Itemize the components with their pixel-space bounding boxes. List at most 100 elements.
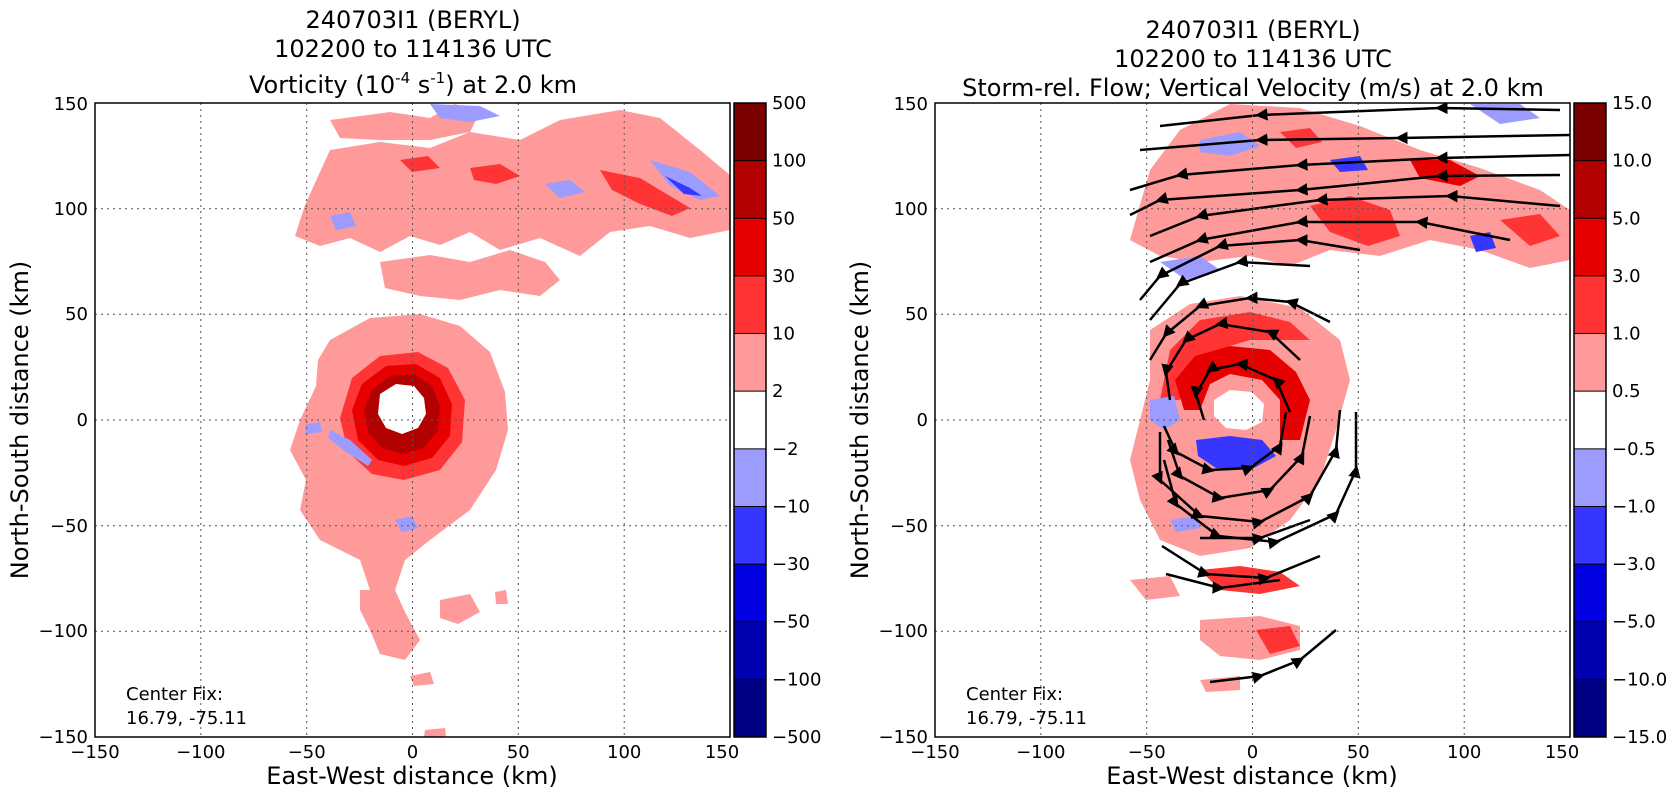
- streamline-7: [1139, 234, 1361, 301]
- right-colorbar-band-4: [1574, 275, 1606, 335]
- left-title-part-1: Vorticity (10: [249, 71, 395, 99]
- left-y-tick-6: 100: [54, 199, 88, 220]
- left-x-tick-5: 50: [507, 742, 530, 763]
- right-colorbar-label-9: −3.0: [1612, 554, 1656, 575]
- right-strong-n4: [1500, 214, 1560, 246]
- left-colorbar-band-11: [734, 679, 766, 738]
- streamline-16: [1200, 518, 1311, 546]
- left-colorbar-label-6: 2: [772, 381, 783, 402]
- right-colorbar-label-10: −5.0: [1612, 612, 1656, 633]
- left-colorbar-band-3: [734, 218, 766, 277]
- left-center-fix-value: 16.79, -75.11: [126, 708, 247, 729]
- right-colorbar-label-11: −10.0: [1612, 669, 1667, 690]
- left-colorbar-label-3: 50: [772, 208, 795, 229]
- right-axes-frame: [934, 102, 1571, 738]
- right-x-tick-3: −50: [1128, 742, 1166, 763]
- left-colorbar-band-10: [734, 621, 766, 680]
- right-colorbar: 15.0 10.0 5.0 3.0 1.0 0.5 −0.5 −1.0 −3.0 −5.0 −10.…: [1573, 93, 1667, 748]
- left-colorbar-band-1: [734, 103, 766, 162]
- right-colorbar-band-10: [1574, 621, 1606, 680]
- right-colorbar-bands: [1574, 103, 1606, 738]
- left-neg-streak-w: [305, 422, 322, 434]
- right-title-line-2: 102200 to 114136 UTC: [1114, 45, 1392, 73]
- right-neg-n3: [1470, 104, 1540, 124]
- left-title-line-1: 240703I1 (BERYL): [305, 6, 520, 34]
- right-title-line-1: 240703I1 (BERYL): [1145, 16, 1360, 44]
- left-x-axis-label: East-West distance (km): [266, 762, 557, 790]
- left-x-tick-1: −150: [70, 742, 119, 763]
- left-x-tick-7: 150: [705, 742, 739, 763]
- left-title-line-2: 102200 to 114136 UTC: [274, 35, 552, 63]
- right-colorbar-label-3: 5.0: [1612, 208, 1641, 229]
- left-title-exponent-1: -4: [395, 69, 410, 87]
- streamline-10: [1161, 316, 1301, 401]
- streamline-17: [1161, 544, 1321, 586]
- left-colorbar-band-2: [734, 160, 766, 219]
- right-x-axis-label: East-West distance (km): [1106, 762, 1397, 790]
- right-y-tick-1: −150: [879, 727, 928, 748]
- left-colorbar-label-10: −50: [772, 612, 810, 633]
- right-colorbar-label-2: 10.0: [1612, 151, 1652, 172]
- right-colorbar-band-11: [1574, 679, 1606, 738]
- right-colorbar-band-2: [1574, 160, 1606, 219]
- right-colorbar-band-6: [1574, 391, 1606, 450]
- left-y-tick-3: −50: [50, 516, 88, 537]
- streamline-11: [1190, 358, 1292, 421]
- right-y-tick-3: −50: [890, 516, 928, 537]
- right-center-fix-label: Center Fix:: [966, 684, 1063, 705]
- streamline-2: [1139, 131, 1570, 152]
- left-colorbar-labels: 500 100 50 30 10 2 −2 −10 −30 −50 −100 −500: [772, 93, 821, 748]
- right-y-tick-5: 50: [905, 304, 928, 325]
- left-pos-band-north: [295, 110, 730, 256]
- left-field: [290, 104, 730, 737]
- right-colorbar-label-1: 15.0: [1612, 93, 1652, 114]
- right-y-tick-2: −100: [879, 621, 928, 642]
- left-x-ticks: −150 −100 −50 0 50 100 150: [70, 742, 739, 763]
- streamline-1: [1159, 103, 1561, 128]
- right-colorbar-label-8: −1.0: [1612, 496, 1656, 517]
- left-title-part-3: ) at 2.0 km: [445, 71, 577, 99]
- right-y-axis-label: North-South distance (km): [846, 261, 874, 580]
- vorticity-panel: 240703I1 (BERYL) 102200 to 114136 UTC Vo…: [6, 6, 821, 790]
- left-x-tick-3: −50: [288, 742, 326, 763]
- left-y-tick-1: −150: [39, 727, 88, 748]
- left-eye: [378, 384, 426, 434]
- left-colorbar-label-8: −10: [772, 496, 810, 517]
- left-strong-patch-n: [470, 164, 520, 184]
- left-colorbar-band-8: [734, 506, 766, 565]
- right-colorbar-label-4: 3.0: [1612, 266, 1641, 287]
- right-grid: [935, 103, 1570, 737]
- left-title-part-2: s: [410, 71, 430, 99]
- right-x-tick-7: 150: [1545, 742, 1579, 763]
- streamline-19: [1209, 629, 1337, 684]
- left-colorbar-label-2: 100: [772, 151, 806, 172]
- left-colorbar-label-5: 10: [772, 324, 795, 345]
- left-y-tick-4: 0: [77, 410, 88, 431]
- left-y-ticks: −150 −100 −50 0 50 100 150: [39, 94, 88, 748]
- left-colorbar-label-12: −500: [772, 727, 821, 748]
- right-eye: [1214, 390, 1264, 430]
- left-neg-patch-2: [650, 160, 720, 200]
- right-colorbar-band-8: [1574, 506, 1606, 565]
- right-colorbar-frame: [1573, 102, 1607, 738]
- left-x-tick-4: 0: [407, 742, 418, 763]
- left-y-tick-2: −100: [39, 621, 88, 642]
- right-pos-s4: [1256, 626, 1300, 654]
- right-neg-n1: [1200, 132, 1260, 156]
- streamline-5: [1149, 189, 1561, 238]
- streamline-18: [1165, 572, 1281, 594]
- left-pos-patch-s1: [440, 594, 480, 624]
- left-colorbar-band-9: [734, 564, 766, 623]
- left-x-tick-6: 100: [607, 742, 641, 763]
- right-x-tick-4: 0: [1247, 742, 1258, 763]
- right-x-tick-2: −100: [1016, 742, 1065, 763]
- streamline-15: [1162, 412, 1361, 550]
- right-y-tick-6: 100: [894, 199, 928, 220]
- left-neg-streak-core: [328, 430, 372, 466]
- right-pos-s2: [1130, 576, 1180, 600]
- right-x-ticks: −150 −100 −50 0 50 100 150: [910, 742, 1579, 763]
- left-pos-patch-s3: [495, 590, 508, 604]
- left-colorbar-band-4: [734, 275, 766, 335]
- left-pos-patch-s4: [424, 728, 446, 737]
